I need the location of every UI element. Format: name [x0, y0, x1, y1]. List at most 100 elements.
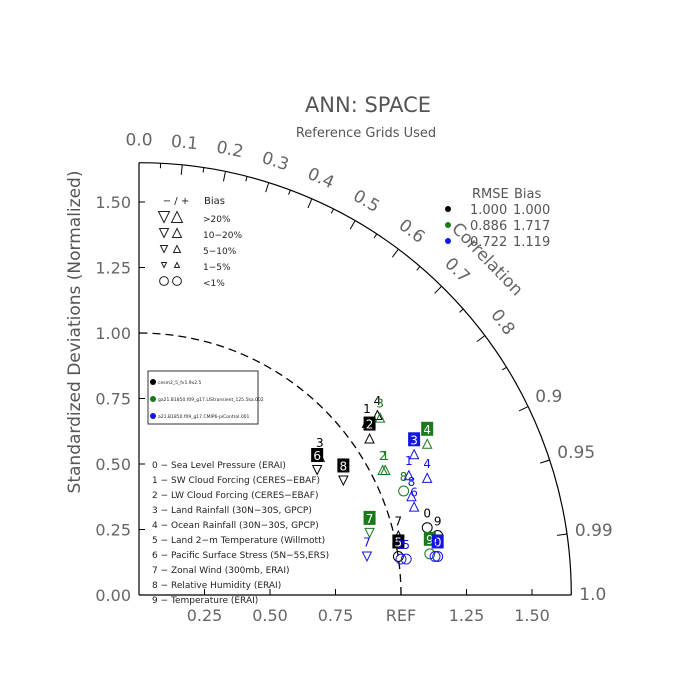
- case-legend-label: cesm2_5_fv1.9x2.5: [158, 380, 202, 386]
- correlation-major-tick: [349, 220, 356, 230]
- data-point-marker: [361, 551, 373, 563]
- correlation-tick-label: 0.7: [440, 254, 473, 287]
- rmse-legend-dot: [445, 206, 451, 212]
- correlation-tick-label: 0.8: [486, 306, 518, 340]
- data-point-marker: [421, 472, 433, 483]
- data-point-marker: [364, 432, 375, 444]
- data-point: 5: [400, 538, 412, 565]
- data-point-marker: [432, 551, 444, 562]
- rmse-legend-bias: 1.000: [513, 203, 550, 218]
- correlation-major-tick: [391, 248, 399, 258]
- bias-legend-row: 10−20%: [203, 231, 242, 241]
- data-point-marker: [393, 529, 404, 541]
- data-point-marker: [374, 411, 386, 423]
- data-point-marker: [364, 527, 375, 539]
- data-point-label: 6: [410, 486, 418, 500]
- data-point-label: 0: [434, 535, 442, 549]
- axis-tick-labels: 0.000.250.500.751.001.251.500.25 0.50 0.75…: [95, 193, 549, 625]
- bias-legend-triangle-up: [172, 244, 182, 253]
- data-point-label-box: [311, 448, 324, 462]
- data-point-marker: [398, 485, 410, 497]
- bias-legend-circle: [172, 276, 182, 286]
- data-point-label: 8: [400, 470, 408, 484]
- data-point-label: 4: [423, 457, 431, 471]
- rmse-legend-bias-header: Bias: [514, 187, 541, 202]
- correlation-tick-label: 0.4: [304, 164, 337, 193]
- bias-legend-triangle-up: [173, 261, 181, 268]
- correlation-major-tick: [476, 335, 486, 343]
- data-point-label-box: [431, 534, 444, 549]
- bias-legend-row: <1%: [203, 279, 225, 289]
- data-point: 3: [408, 432, 421, 460]
- variable-legend-item: 7 − Zonal Wind (300mb, ERAI): [152, 566, 290, 576]
- data-point: 8: [398, 470, 410, 497]
- data-point-marker: [429, 551, 441, 562]
- data-point: 8: [406, 475, 417, 502]
- case-legend-label: ga21.B1850.f09_g17.LIStransient_125.5ka.…: [158, 397, 264, 403]
- data-point: 7: [363, 510, 376, 539]
- x-tick-label: 0.25: [187, 606, 223, 625]
- data-point-marker: [395, 553, 407, 565]
- y-tick-label: 1.50: [95, 193, 131, 212]
- variable-legend-item: 8 − Relative Humidity (ERAI): [152, 581, 281, 591]
- correlation-minor-tick: [330, 208, 334, 214]
- bias-legend-row: 1−5%: [203, 263, 231, 273]
- correlation-minor-tick: [459, 308, 464, 313]
- correlation-minor-tick: [373, 233, 378, 239]
- correlation-minor-tick: [245, 176, 248, 182]
- data-point-marker: [408, 501, 420, 512]
- bias-legend-triangle-down: [158, 228, 170, 239]
- data-point-label: 8: [340, 459, 348, 473]
- variable-legend-item: 0 − Sea Level Pressure (ERAI): [152, 461, 286, 471]
- data-point: 0: [421, 507, 433, 534]
- x-tick-label: 1.25: [449, 606, 485, 625]
- case-legend: cesm2_5_fv1.9x2.5 ga21.B1850.f09_g17.LIS…: [147, 370, 264, 425]
- correlation-major-tick: [307, 198, 313, 209]
- rmse-legend-dot: [445, 238, 451, 244]
- data-point-marker: [424, 548, 436, 560]
- case-legend-label: a21.B1850.f09_g17.CMIP6-piControl.001: [158, 414, 250, 420]
- data-point-label: 8: [408, 475, 416, 489]
- bias-legend-triangle-down: [157, 211, 171, 224]
- ref-label: REF: [386, 606, 416, 625]
- data-point: 3: [374, 397, 386, 423]
- chart-title: ANN: SPACE: [305, 93, 431, 117]
- y-tick-label: 1.25: [95, 259, 131, 278]
- case-legend-dot: [150, 379, 156, 385]
- data-point-label: 1: [363, 402, 371, 416]
- y-tick-label: 0.00: [95, 586, 131, 605]
- data-point: 2: [377, 449, 388, 475]
- data-point-label-box: [363, 510, 376, 525]
- correlation-tick-label: 0.6: [395, 215, 429, 247]
- data-point-marker: [421, 522, 433, 534]
- bias-legend-triangle-down: [159, 245, 169, 254]
- data-point-marker: [400, 553, 412, 565]
- data-point-label: 0: [423, 507, 431, 521]
- variable-legend-item: 3 − Land Rainfall (30N−30S, GPCP): [152, 506, 312, 516]
- bias-legend-triangle-down: [160, 262, 168, 269]
- data-point-label: 1: [405, 454, 413, 468]
- data-point-marker: [377, 464, 388, 475]
- data-point-label-box: [408, 432, 421, 447]
- data-point-label: 7: [363, 535, 371, 549]
- data-point-label: 7: [395, 515, 403, 529]
- chart-subtitle: Reference Grids Used: [296, 126, 436, 141]
- case-legend-box: [147, 370, 259, 425]
- y-tick-label: 0.25: [95, 521, 131, 540]
- variable-legend-item: 2 − LW Cloud Forcing (CERES−EBAF): [152, 491, 318, 501]
- data-point-marker: [338, 475, 349, 487]
- data-point: 2: [363, 416, 376, 444]
- data-point-label: 2: [397, 538, 405, 552]
- x-tick-label: 0.50: [252, 606, 288, 625]
- data-point: 4: [421, 421, 434, 449]
- correlation-tick-label: 0.9: [535, 387, 562, 407]
- data-point-label: 3: [316, 436, 324, 450]
- data-point: 1: [403, 454, 415, 481]
- data-point-label: 5: [395, 535, 403, 549]
- bias-legend-triangle-up: [170, 210, 184, 223]
- data-point-label: 5: [402, 538, 410, 552]
- data-point-label: 4: [374, 394, 382, 408]
- correlation-tick-label: 0.95: [557, 443, 595, 463]
- data-point-label: 7: [366, 512, 374, 526]
